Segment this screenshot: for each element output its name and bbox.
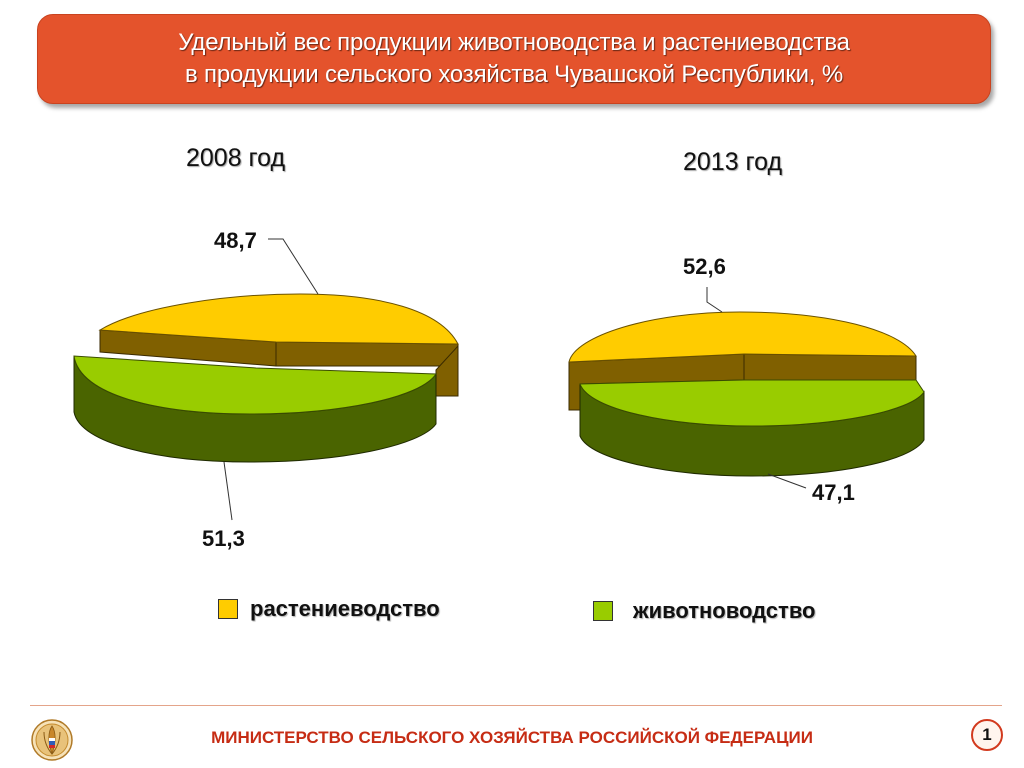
- legend-swatch-zhivotnovodstvo: [593, 601, 613, 621]
- pie-2013-label-rastenievodstvo: 52,6: [683, 254, 726, 279]
- pie-2008-label-zhivotnovodstvo: 51,3: [202, 526, 245, 551]
- pie-2008-label-rastenievodstvo: 48,7: [214, 228, 257, 253]
- legend-item-rastenievodstvo: растениеводство: [218, 596, 440, 622]
- pie-charts-svg: [73, 238, 925, 521]
- pie-2013-slice-rastenievodstvo-top: [568, 311, 917, 363]
- title-banner: Удельный вес продукции животноводства и …: [37, 14, 991, 104]
- pie-chart-2008: [73, 238, 459, 521]
- pie-2013-leader-1: [706, 287, 723, 313]
- pie-2013-slice-zhivotnovodstvo-top: [579, 379, 925, 427]
- footer-divider: [30, 705, 1002, 706]
- pie-2013-leader-2: [767, 473, 807, 489]
- page-number-badge: 1: [971, 719, 1003, 751]
- pie-2013-label-zhivotnovodstvo: 47,1: [812, 480, 855, 505]
- pie-2008-slice-zhivotnovodstvo-top: [73, 355, 437, 415]
- chart-1-title: 2008 год: [186, 144, 286, 172]
- chart-2-title: 2013 год: [683, 148, 783, 176]
- pie-2008-leader-1: [268, 238, 319, 295]
- pie-2008-leader-2: [223, 461, 233, 521]
- legend-label-zhivotnovodstvo: животноводство: [633, 598, 816, 623]
- footer-ministry-text: МИНИСТЕРСТВО СЕЛЬСКОГО ХОЗЯЙСТВА РОССИЙС…: [211, 728, 813, 747]
- pie-chart-2013: [568, 287, 925, 489]
- legend-swatch-rastenievodstvo: [218, 599, 238, 619]
- wheat-emblem-icon: [31, 719, 73, 761]
- legend-label-rastenievodstvo: растениеводство: [250, 596, 440, 621]
- title-line-1: Удельный вес продукции животноводства и …: [178, 29, 850, 56]
- title-line-2: в продукции сельского хозяйства Чувашско…: [185, 61, 843, 88]
- legend-item-zhivotnovodstvo: животноводство: [593, 598, 816, 624]
- pie-2008-slice-rastenievodstvo-top: [98, 293, 459, 345]
